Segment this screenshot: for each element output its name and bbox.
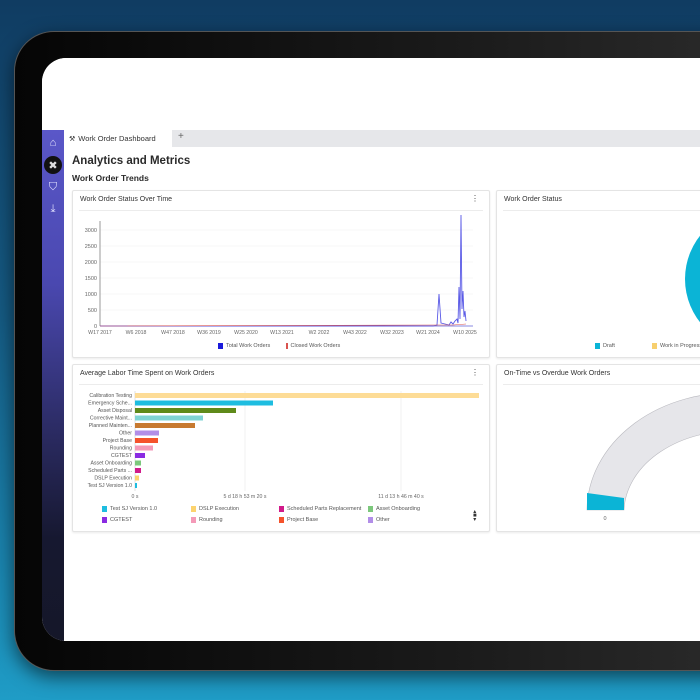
tab-bar: ⚒ Work Order Dashboard + xyxy=(64,130,700,147)
home-icon[interactable]: ⌂ xyxy=(49,137,57,149)
svg-text:Rounding: Rounding xyxy=(110,446,132,452)
work-orders-icon[interactable]: ✖ xyxy=(44,156,62,174)
svg-text:5 d 18 h 53 m 20 s: 5 d 18 h 53 m 20 s xyxy=(224,494,267,500)
legend-pager-icon[interactable]: ▴ ■ ▾ xyxy=(473,509,477,523)
legend-total-work-orders[interactable]: Total Work Orders xyxy=(218,343,270,349)
svg-text:W43 2022: W43 2022 xyxy=(343,330,367,336)
svg-text:Asset Disposal: Asset Disposal xyxy=(98,408,132,414)
legend-other[interactable]: Other xyxy=(368,517,390,523)
legend-test-sj-version[interactable]: Test SJ Version 1.0 xyxy=(102,506,157,512)
svg-text:Calibration Testing: Calibration Testing xyxy=(89,393,132,399)
legend-cgtest[interactable]: CGTEST xyxy=(102,517,132,523)
tools-icon: ⚒ xyxy=(69,135,76,143)
svg-text:W2 2022: W2 2022 xyxy=(309,330,330,336)
legend-dslp-execution[interactable]: DSLP Execution xyxy=(191,506,239,512)
divider xyxy=(79,210,483,211)
line-chart: 0 500 1000 1500 2000 2500 3000 xyxy=(85,214,477,336)
legend-rounding[interactable]: Rounding xyxy=(191,517,223,523)
svg-text:W6 2018: W6 2018 xyxy=(126,330,147,336)
top-blank-area xyxy=(42,58,700,130)
svg-text:500: 500 xyxy=(88,308,97,314)
svg-text:W17 2017: W17 2017 xyxy=(88,330,112,336)
more-options-icon[interactable]: ⋮ xyxy=(471,194,479,203)
card-status-over-time: Work Order Status Over Time ⋮ 0 500 1000… xyxy=(72,190,490,358)
gauge-chart: 0 l xyxy=(586,395,700,522)
svg-text:DSLP Execution: DSLP Execution xyxy=(94,476,132,482)
svg-text:Scheduled Parts ...: Scheduled Parts ... xyxy=(88,468,132,474)
card-average-labor-time: Average Labor Time Spent on Work Orders … xyxy=(72,364,490,532)
svg-text:0 s: 0 s xyxy=(132,494,139,500)
add-tab-button[interactable]: + xyxy=(178,131,184,142)
legend-closed-work-orders[interactable]: Closed Work Orders xyxy=(286,343,340,349)
svg-text:W25 2020: W25 2020 xyxy=(234,330,258,336)
svg-text:W32 2023: W32 2023 xyxy=(380,330,404,336)
card-on-time-vs-overdue: On-Time vs Overdue Work Orders 0 l xyxy=(496,364,700,532)
card-title: Work Order Status xyxy=(504,196,562,203)
tab-label: Work Order Dashboard xyxy=(78,134,156,143)
svg-text:Planned Mainten...: Planned Mainten... xyxy=(89,423,132,429)
page-title: Analytics and Metrics xyxy=(72,155,191,167)
svg-text:W13 2021: W13 2021 xyxy=(270,330,294,336)
pie-chart xyxy=(685,235,700,323)
svg-text:Other: Other xyxy=(119,431,132,437)
card-work-order-status: Work Order Status Draft Work in Progress xyxy=(496,190,700,358)
dashboard-content: Analytics and Metrics Work Order Trends … xyxy=(64,147,700,641)
svg-text:CGTEST: CGTEST xyxy=(111,453,133,459)
card-title: Average Labor Time Spent on Work Orders xyxy=(80,370,215,377)
divider xyxy=(79,384,483,385)
sidebar: ⌂ ✖ ⛉ ⤓ xyxy=(42,130,64,641)
svg-text:W36 2019: W36 2019 xyxy=(197,330,221,336)
svg-text:W47 2018: W47 2018 xyxy=(161,330,185,336)
assets-icon[interactable]: ⛉ xyxy=(48,180,58,193)
app-screen: ⌂ ✖ ⛉ ⤓ ⚒ Work Order Dashboard + Analyti… xyxy=(42,58,700,641)
svg-text:2000: 2000 xyxy=(85,260,97,266)
divider xyxy=(503,384,700,385)
svg-text:Corrective Maint...: Corrective Maint... xyxy=(90,416,132,422)
divider xyxy=(503,210,700,211)
legend-scheduled-parts-replacement[interactable]: Scheduled Parts Replacement xyxy=(279,506,361,512)
svg-text:1000: 1000 xyxy=(85,292,97,298)
svg-text:2500: 2500 xyxy=(85,244,97,250)
more-options-icon[interactable]: ⋮ xyxy=(471,368,479,377)
svg-text:11 d 13 h 46 m 40 s: 11 d 13 h 46 m 40 s xyxy=(378,494,424,500)
svg-text:Project Base: Project Base xyxy=(103,438,133,444)
svg-text:Emergency Sche...: Emergency Sche... xyxy=(88,401,132,407)
bar-chart: Calibration Testing Emergency Sche... As… xyxy=(88,391,479,500)
svg-text:Test SJ Version 1.0: Test SJ Version 1.0 xyxy=(88,483,133,489)
svg-text:3000: 3000 xyxy=(85,228,97,234)
legend-asset-onboarding[interactable]: Asset Onboarding xyxy=(368,506,420,512)
svg-text:0: 0 xyxy=(603,516,606,522)
download-icon[interactable]: ⤓ xyxy=(50,202,56,215)
svg-text:W21 2024: W21 2024 xyxy=(416,330,440,336)
card-title: On-Time vs Overdue Work Orders xyxy=(504,370,611,377)
card-title: Work Order Status Over Time xyxy=(80,196,173,203)
section-title: Work Order Trends xyxy=(72,173,149,183)
svg-text:1500: 1500 xyxy=(85,276,97,282)
legend-work-in-progress[interactable]: Work in Progress xyxy=(652,343,700,349)
svg-text:W10 2025: W10 2025 xyxy=(453,330,477,336)
svg-text:Asset Onboarding: Asset Onboarding xyxy=(90,461,132,467)
legend-project-base[interactable]: Project Base xyxy=(279,517,318,523)
tab-work-order-dashboard[interactable]: ⚒ Work Order Dashboard xyxy=(64,130,172,147)
svg-text:0: 0 xyxy=(94,324,97,330)
legend-draft[interactable]: Draft xyxy=(595,343,615,349)
